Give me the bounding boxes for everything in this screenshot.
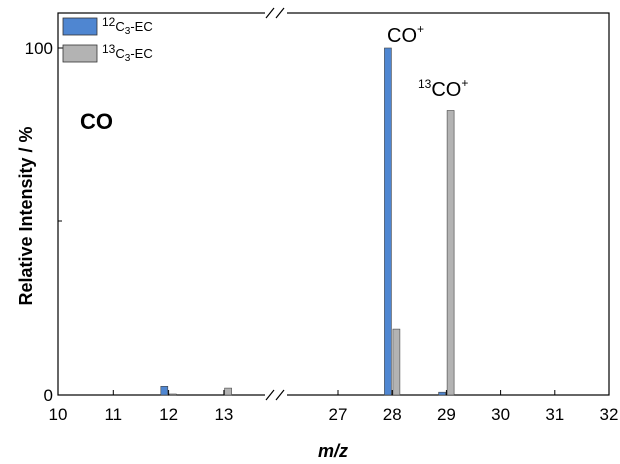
annotation-co-plus: CO+ <box>387 22 424 47</box>
bar-12c-mz12 <box>160 385 169 396</box>
bar-13c-mz13 <box>224 387 232 396</box>
x-tick-label-10: 10 <box>49 405 68 424</box>
legend-label-13c: 13C3-EC <box>102 42 153 64</box>
legend-swatch-13c <box>62 44 98 63</box>
axis-break-bottom <box>265 389 287 401</box>
x-tick-label-28: 28 <box>383 405 402 424</box>
sample-label: CO <box>80 109 113 134</box>
x-tick-label-29: 29 <box>437 405 456 424</box>
bar-12c-mz29 <box>438 391 446 396</box>
x-tick-label-27: 27 <box>329 405 348 424</box>
x-axis-title: m/z <box>318 441 348 461</box>
legend-label-12c: 12C3-EC <box>102 15 153 37</box>
y-ticks-group: 0 100 <box>25 39 64 405</box>
x-ticks-group: 10 11 12 13 27 28 29 30 31 32 <box>49 390 619 424</box>
y-axis-title: Relative Intensity / % <box>16 126 36 305</box>
bar-13c-mz12 <box>169 393 177 396</box>
y-tick-label-0: 0 <box>44 386 53 405</box>
axis-break-top <box>265 7 287 19</box>
x-tick-label-11: 11 <box>104 405 122 424</box>
x-tick-label-31: 31 <box>545 405 564 424</box>
legend-swatch-12c <box>62 17 98 36</box>
bar-13c-mz28 <box>392 328 401 396</box>
bar-13c-mz29 <box>446 110 455 396</box>
x-tick-label-12: 12 <box>159 405 178 424</box>
legend: 12C3-EC 13C3-EC <box>62 15 153 64</box>
x-tick-label-32: 32 <box>600 405 619 424</box>
y-tick-label-100: 100 <box>25 39 53 58</box>
x-tick-label-30: 30 <box>491 405 510 424</box>
plot-frame <box>57 12 610 396</box>
x-tick-label-13: 13 <box>214 405 233 424</box>
bars-group <box>160 47 455 396</box>
bar-12c-mz28 <box>384 47 392 396</box>
annotation-13co-plus: 13CO+ <box>418 76 468 101</box>
